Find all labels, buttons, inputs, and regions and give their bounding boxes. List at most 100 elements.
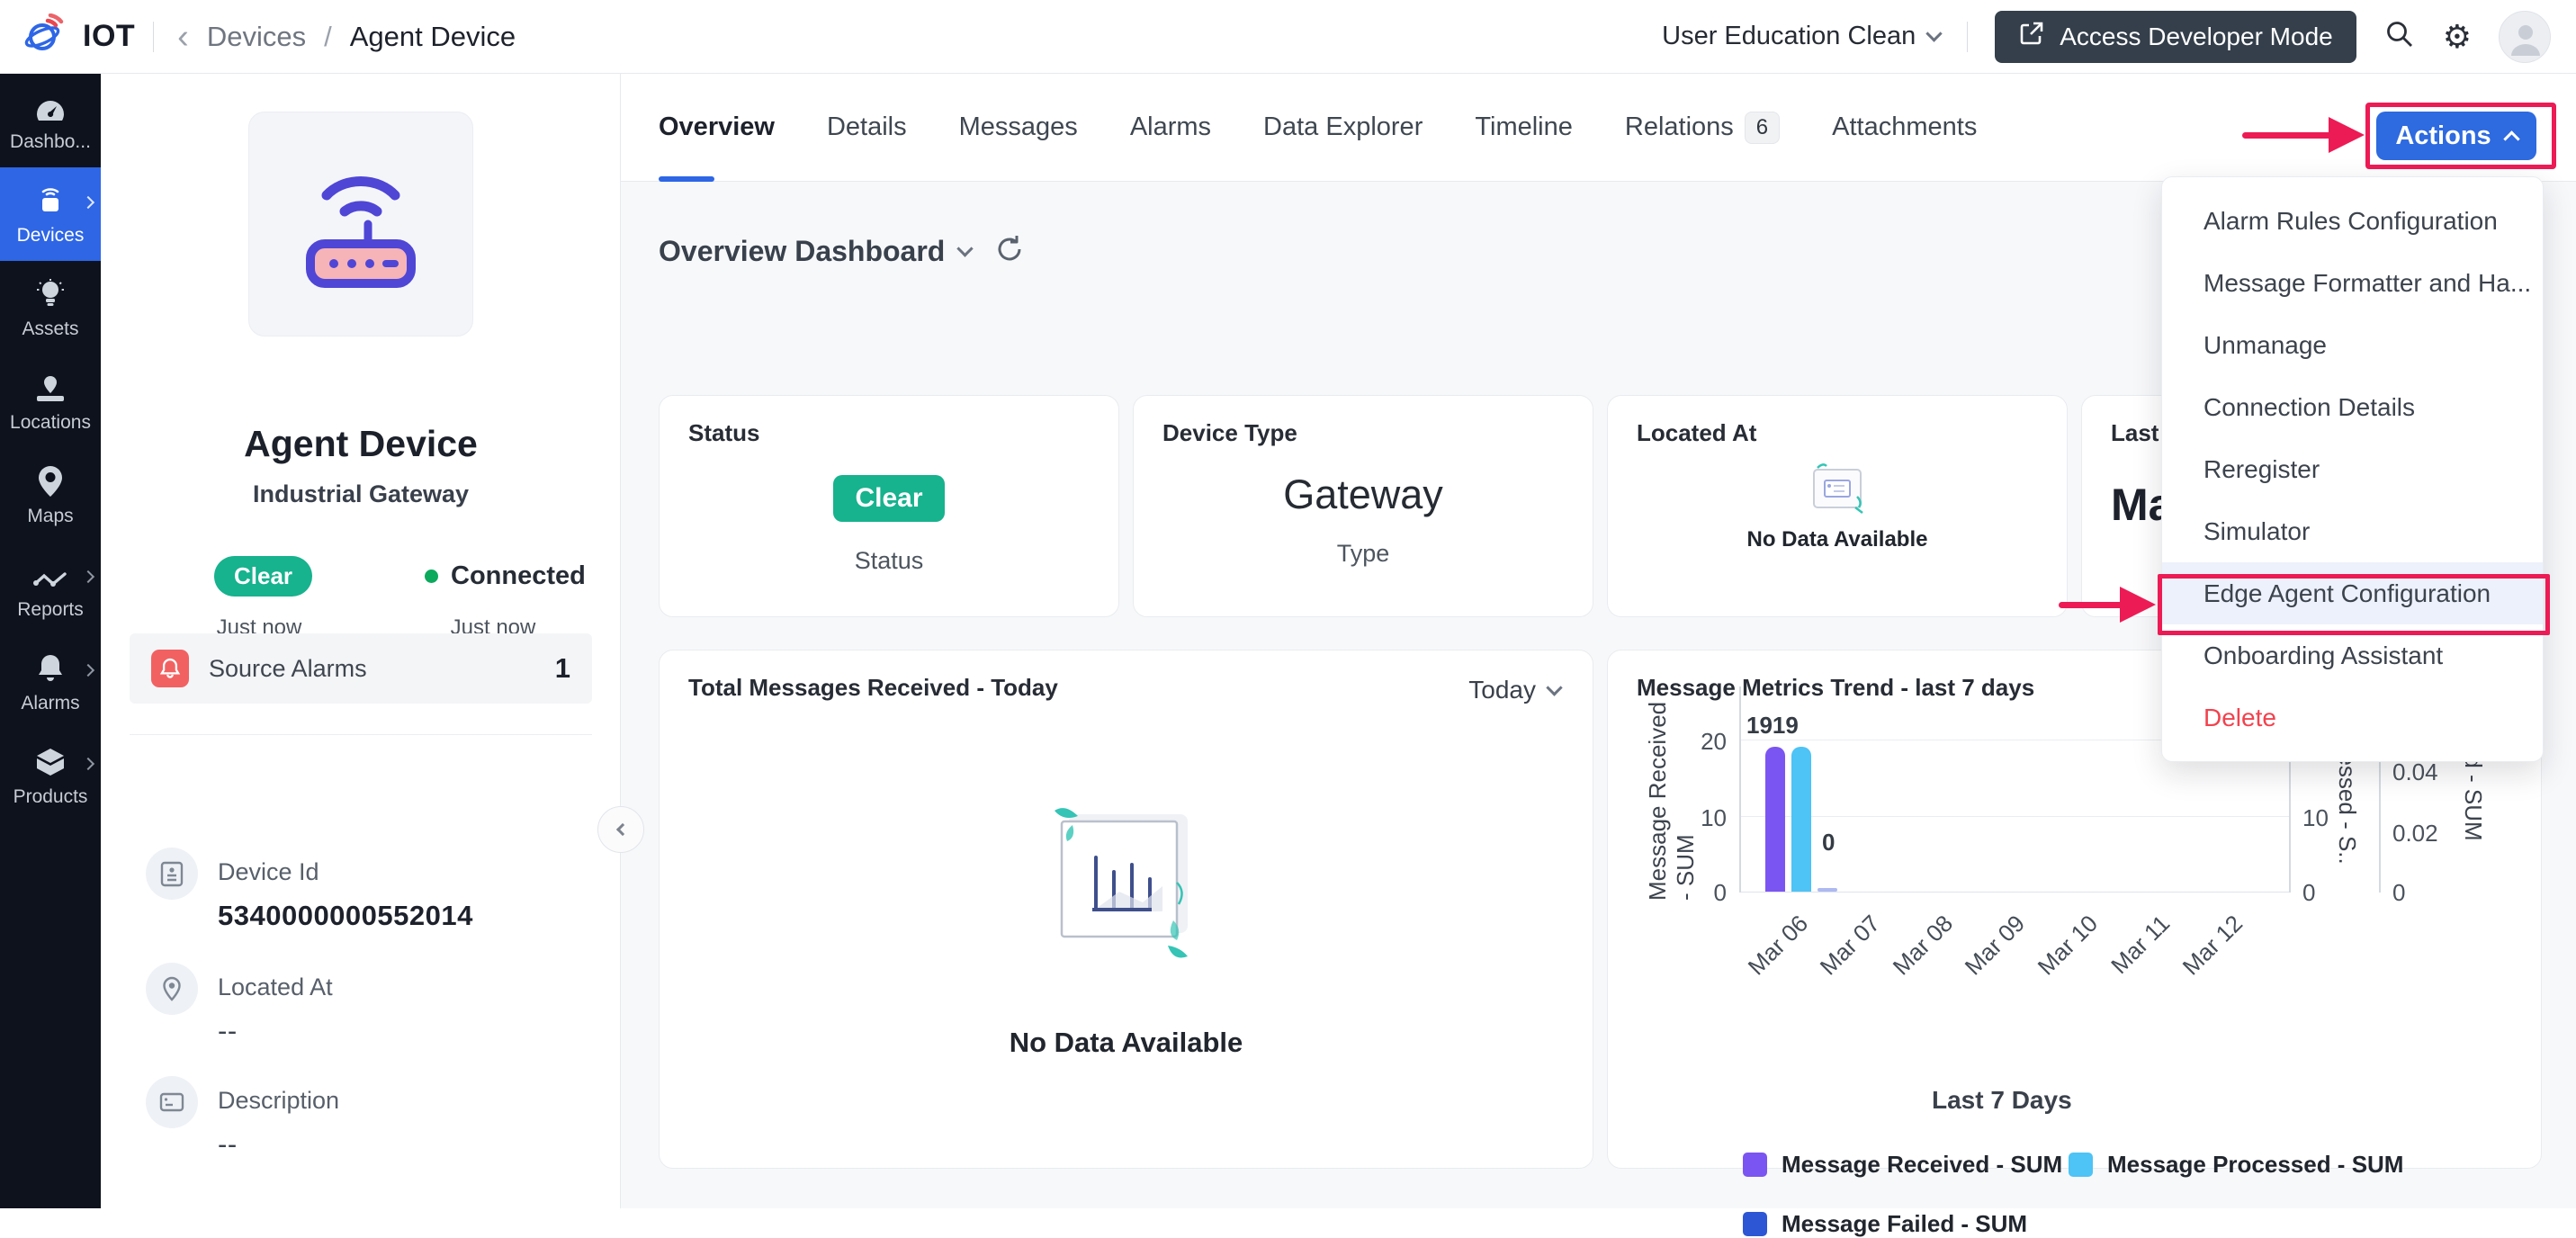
right-axis2-line: [2379, 686, 2381, 893]
bar-received-mar06[interactable]: [1765, 747, 1785, 892]
pin-icon: [146, 963, 198, 1015]
source-alarms-count: 1: [554, 652, 570, 684]
header-divider: [153, 21, 155, 52]
chart-plot-area: 1919 0: [1739, 686, 2289, 893]
source-alarms-row[interactable]: Source Alarms 1: [130, 633, 592, 704]
x-axis-title: Last 7 Days: [1932, 1086, 2072, 1114]
menu-item-alarm-rules-configuration[interactable]: Alarm Rules Configuration: [2204, 206, 2498, 235]
sidebar-item-maps[interactable]: Maps: [0, 448, 101, 542]
sidebar-item-label: Reports: [17, 599, 84, 620]
legend-item-processed: Message Processed - SUM: [2069, 1151, 2403, 1179]
gridline-10: [1741, 816, 2289, 817]
status-card-caption: Status: [854, 547, 924, 574]
bar-failed-mar06[interactable]: [1818, 888, 1837, 892]
tab-attachments[interactable]: Attachments: [1832, 112, 1978, 141]
connection-status: Connected: [425, 561, 586, 591]
app-logo-icon: [23, 13, 65, 59]
access-developer-mode-button[interactable]: Access Developer Mode: [1995, 10, 2356, 63]
device-image: [248, 112, 473, 336]
app-header: IOT ‹ Devices / Agent Device User Educat…: [0, 0, 2576, 74]
tab-data-explorer[interactable]: Data Explorer: [1263, 112, 1423, 141]
panel-collapse-button[interactable]: [597, 806, 644, 853]
tab-timeline[interactable]: Timeline: [1475, 112, 1573, 141]
tab-relations[interactable]: Relations 6: [1625, 74, 1781, 182]
y-tick: 0: [1713, 879, 1727, 906]
sidebar-item-devices[interactable]: Devices: [0, 167, 101, 261]
menu-item-onboarding-assistant[interactable]: Onboarding Assistant: [2204, 641, 2444, 669]
tab-alarms[interactable]: Alarms: [1129, 112, 1212, 141]
tab-details[interactable]: Details: [826, 112, 907, 141]
legend-swatch: [1743, 1212, 1767, 1236]
menu-item-edge-agent-configuration[interactable]: Edge Agent Configuration: [2162, 562, 2543, 624]
chevron-right-icon: [81, 663, 95, 677]
sidebar-item-dashboards[interactable]: Dashbo...: [0, 74, 101, 167]
tab-overview[interactable]: Overview: [659, 74, 775, 182]
y-tick: 20: [1701, 728, 1727, 755]
x-tick: Mar 07: [1814, 910, 1886, 981]
breadcrumb-current: Agent Device: [349, 20, 516, 52]
device-type-value: Gateway: [1283, 471, 1443, 517]
y-tick: 10: [1701, 804, 1727, 831]
refresh-icon[interactable]: [994, 234, 1025, 269]
tab-messages[interactable]: Messages: [958, 112, 1078, 141]
sidebar: Dashbo... Devices Assets Locations Maps: [0, 74, 101, 1208]
baseline: [1741, 892, 2289, 893]
dashboard-selector-label: Overview Dashboard: [659, 235, 946, 267]
detail-value: 5340000000552014: [218, 900, 473, 931]
menu-item-unmanage[interactable]: Unmanage: [2204, 330, 2327, 359]
range-selector[interactable]: Today: [1468, 676, 1563, 704]
alarm-bell-icon: [151, 650, 189, 687]
sidebar-item-label: Locations: [10, 412, 91, 433]
y-tick-right: 10: [2302, 804, 2329, 831]
header-divider: [1967, 21, 1969, 52]
sidebar-item-locations[interactable]: Locations: [0, 354, 101, 448]
divider: [130, 734, 592, 735]
x-tick: Mar 11: [2105, 910, 2176, 980]
sidebar-item-reports[interactable]: Reports: [0, 542, 101, 635]
chevron-right-icon: [81, 757, 95, 771]
device-icon: [34, 185, 67, 216]
right-axis-line: [2289, 686, 2291, 893]
chevron-up-icon: [2502, 130, 2520, 148]
breadcrumb-section[interactable]: Devices: [206, 20, 307, 52]
actions-button[interactable]: Actions: [2376, 112, 2536, 160]
menu-item-reregister[interactable]: Reregister: [2204, 454, 2320, 483]
menu-item-delete[interactable]: Delete: [2204, 703, 2276, 731]
bar-processed-mar06[interactable]: [1791, 747, 1811, 892]
detail-value: --: [218, 1015, 238, 1046]
y-tick-right2: 0.02: [2392, 820, 2438, 847]
breadcrumb-separator: /: [324, 20, 332, 52]
no-data-illustration: [660, 785, 1593, 988]
sidebar-item-label: Devices: [16, 225, 85, 246]
status-card: Status Clear Status: [659, 395, 1119, 617]
bell-icon: [37, 653, 64, 684]
sidebar-item-label: Assets: [22, 318, 79, 339]
location-icon: [35, 372, 66, 403]
developer-mode-label: Access Developer Mode: [2060, 22, 2333, 50]
chart-title: Message Metrics Trend - last 7 days: [1637, 674, 2035, 701]
legend-item-received: Message Received - SUM: [1743, 1151, 2062, 1179]
sidebar-item-assets[interactable]: Assets: [0, 261, 101, 354]
menu-item-message-formatter[interactable]: Message Formatter and Ha...: [2204, 268, 2532, 297]
description-icon: [146, 1076, 198, 1128]
detail-label: Description: [218, 1087, 340, 1114]
map-pin-icon: [38, 466, 63, 497]
tenant-name: User Education Clean: [1662, 22, 1916, 50]
avatar[interactable]: [2499, 10, 2551, 63]
tenant-selector[interactable]: User Education Clean: [1662, 22, 1943, 51]
gear-icon[interactable]: ⚙: [2442, 17, 2472, 55]
legend-swatch: [1743, 1153, 1767, 1177]
sidebar-item-products[interactable]: Products: [0, 729, 101, 822]
device-summary-panel: Agent Device Industrial Gateway Clear Co…: [101, 74, 621, 1208]
device-type-caption: Type: [1336, 540, 1390, 567]
relations-count-badge: 6: [1744, 111, 1781, 144]
sidebar-item-alarms[interactable]: Alarms: [0, 635, 101, 729]
card-title: Located At: [1637, 419, 1757, 446]
search-icon[interactable]: [2383, 18, 2416, 55]
total-messages-card: Total Messages Received - Today Today No…: [659, 650, 1593, 1169]
menu-item-connection-details[interactable]: Connection Details: [2204, 392, 2416, 421]
menu-item-simulator[interactable]: Simulator: [2204, 516, 2311, 545]
dashboard-selector[interactable]: Overview Dashboard: [659, 235, 974, 268]
status-badge: Clear: [214, 556, 313, 597]
back-chevron-icon[interactable]: ‹: [177, 17, 189, 56]
